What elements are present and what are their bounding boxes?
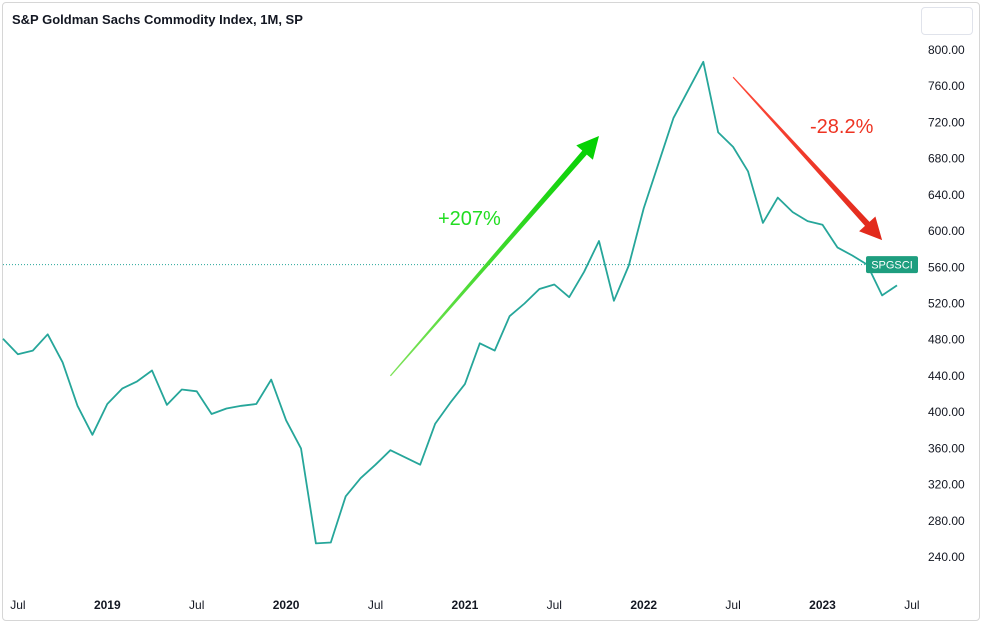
x-tick-label: Jul bbox=[368, 598, 383, 612]
gain-arrow bbox=[389, 136, 599, 377]
x-tick-label: 2023 bbox=[809, 598, 836, 612]
x-axis: Jul 2019 Jul 2020 Jul 2021 Jul 2022 Jul 2023 Jul bbox=[10, 598, 919, 612]
y-axis: 800.00 760.00 720.00 680.00 640.00 600.00 560.… bbox=[928, 43, 965, 564]
y-tick-label: 320.00 bbox=[928, 478, 965, 492]
y-tick-label: 640.00 bbox=[928, 188, 965, 202]
loss-arrow-label: -28.2% bbox=[810, 116, 874, 138]
y-tick-label: 600.00 bbox=[928, 224, 965, 238]
y-tick-label: 760.00 bbox=[928, 79, 965, 93]
annotation-layer: +207% -28.2% bbox=[389, 76, 883, 377]
series-layer: SPGSCI bbox=[2, 60, 918, 545]
x-tick-label: 2020 bbox=[273, 598, 300, 612]
y-tick-label: 240.00 bbox=[928, 550, 965, 564]
series-line-spgsci bbox=[2, 60, 898, 545]
chart-title: S&P Goldman Sachs Commodity Index, 1M, S… bbox=[12, 12, 303, 27]
y-tick-label: 800.00 bbox=[928, 43, 965, 57]
y-tick-label: 680.00 bbox=[928, 152, 965, 166]
x-tick-label: 2022 bbox=[630, 598, 657, 612]
x-tick-label: 2021 bbox=[452, 598, 479, 612]
x-tick-label: Jul bbox=[904, 598, 919, 612]
x-tick-label: Jul bbox=[725, 598, 740, 612]
y-tick-label: 360.00 bbox=[928, 441, 965, 455]
x-tick-label: Jul bbox=[189, 598, 204, 612]
chart-settings-box[interactable] bbox=[921, 7, 973, 35]
y-tick-label: 280.00 bbox=[928, 514, 965, 528]
y-tick-label: 400.00 bbox=[928, 405, 965, 419]
series-tag-box bbox=[866, 256, 918, 274]
y-tick-label: 440.00 bbox=[928, 369, 965, 383]
loss-arrow bbox=[732, 76, 883, 241]
y-tick-label: 560.00 bbox=[928, 260, 965, 274]
x-tick-label: Jul bbox=[10, 598, 25, 612]
y-tick-label: 520.00 bbox=[928, 297, 965, 311]
y-tick-label: 480.00 bbox=[928, 333, 965, 347]
x-tick-label: Jul bbox=[547, 598, 562, 612]
series-tag-label: SPGSCI bbox=[871, 260, 913, 272]
x-tick-label: 2019 bbox=[94, 598, 121, 612]
y-tick-label: 720.00 bbox=[928, 115, 965, 129]
gain-arrow-label: +207% bbox=[438, 208, 501, 230]
